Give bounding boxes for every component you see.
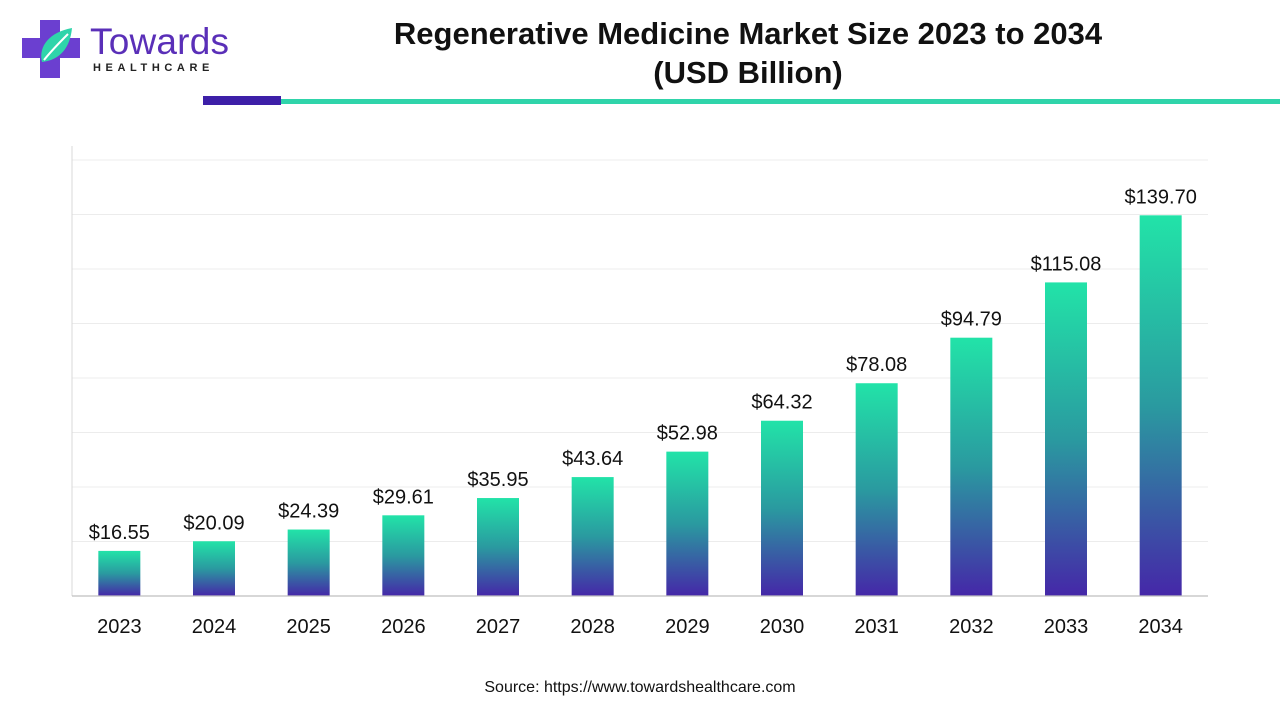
x-tick-label-2029: 2029 — [665, 616, 710, 638]
header-accent-bar-purple — [203, 96, 281, 105]
x-tick-label-2024: 2024 — [192, 616, 237, 638]
logo-subtitle: HEALTHCARE — [93, 62, 214, 74]
data-label-2028: $43.64 — [562, 448, 623, 470]
x-tick-label-2032: 2032 — [949, 616, 994, 638]
data-label-2029: $52.98 — [657, 423, 718, 445]
bar-2024 — [193, 541, 235, 596]
bar-2029 — [666, 451, 709, 596]
x-tick-label-2026: 2026 — [381, 616, 426, 638]
bar-2032 — [950, 337, 993, 596]
data-label-2025: $24.39 — [278, 501, 339, 523]
x-tick-label-2027: 2027 — [476, 616, 521, 638]
source-note: Source: https://www.towardshealthcare.co… — [484, 679, 796, 696]
header-accent-bar-teal — [281, 99, 1280, 104]
x-tick-label-2030: 2030 — [760, 616, 805, 638]
chart-title: Regenerative Medicine Market Size 2023 t… — [300, 14, 1196, 92]
data-label-2034: $139.70 — [1125, 186, 1197, 208]
bar-2031 — [855, 383, 898, 596]
bar-2025 — [287, 529, 330, 596]
towards-healthcare-logo: Towards HEALTHCARE — [20, 18, 250, 82]
data-label-2032: $94.79 — [941, 309, 1002, 331]
data-label-2027: $35.95 — [467, 469, 528, 491]
x-tick-label-2033: 2033 — [1044, 616, 1089, 638]
x-tick-label-2025: 2025 — [286, 616, 331, 638]
logo-name: Towards — [90, 21, 230, 62]
bar-2033 — [1045, 282, 1087, 596]
bar-2027 — [477, 498, 519, 596]
chart-title-line-2: (USD Billion) — [653, 55, 843, 90]
bar-2034 — [1139, 215, 1182, 596]
data-label-2030: $64.32 — [751, 392, 812, 414]
x-tick-label-2031: 2031 — [854, 616, 899, 638]
medical-cross-leaf-icon — [22, 20, 80, 78]
bar-2028 — [571, 477, 614, 596]
chart-title-line-1: Regenerative Medicine Market Size 2023 t… — [393, 16, 1103, 51]
data-label-2023: $16.55 — [89, 522, 150, 544]
bar-2023 — [98, 550, 141, 596]
data-label-2026: $29.61 — [373, 486, 434, 508]
data-label-2024: $20.09 — [183, 512, 244, 534]
x-tick-label-2034: 2034 — [1138, 616, 1183, 638]
x-tick-label-2028: 2028 — [570, 616, 615, 638]
bar-2026 — [382, 515, 425, 596]
data-label-2031: $78.08 — [846, 354, 907, 376]
x-tick-label-2023: 2023 — [97, 616, 142, 638]
data-label-2033: $115.08 — [1031, 253, 1102, 275]
bar-2030 — [761, 420, 803, 596]
